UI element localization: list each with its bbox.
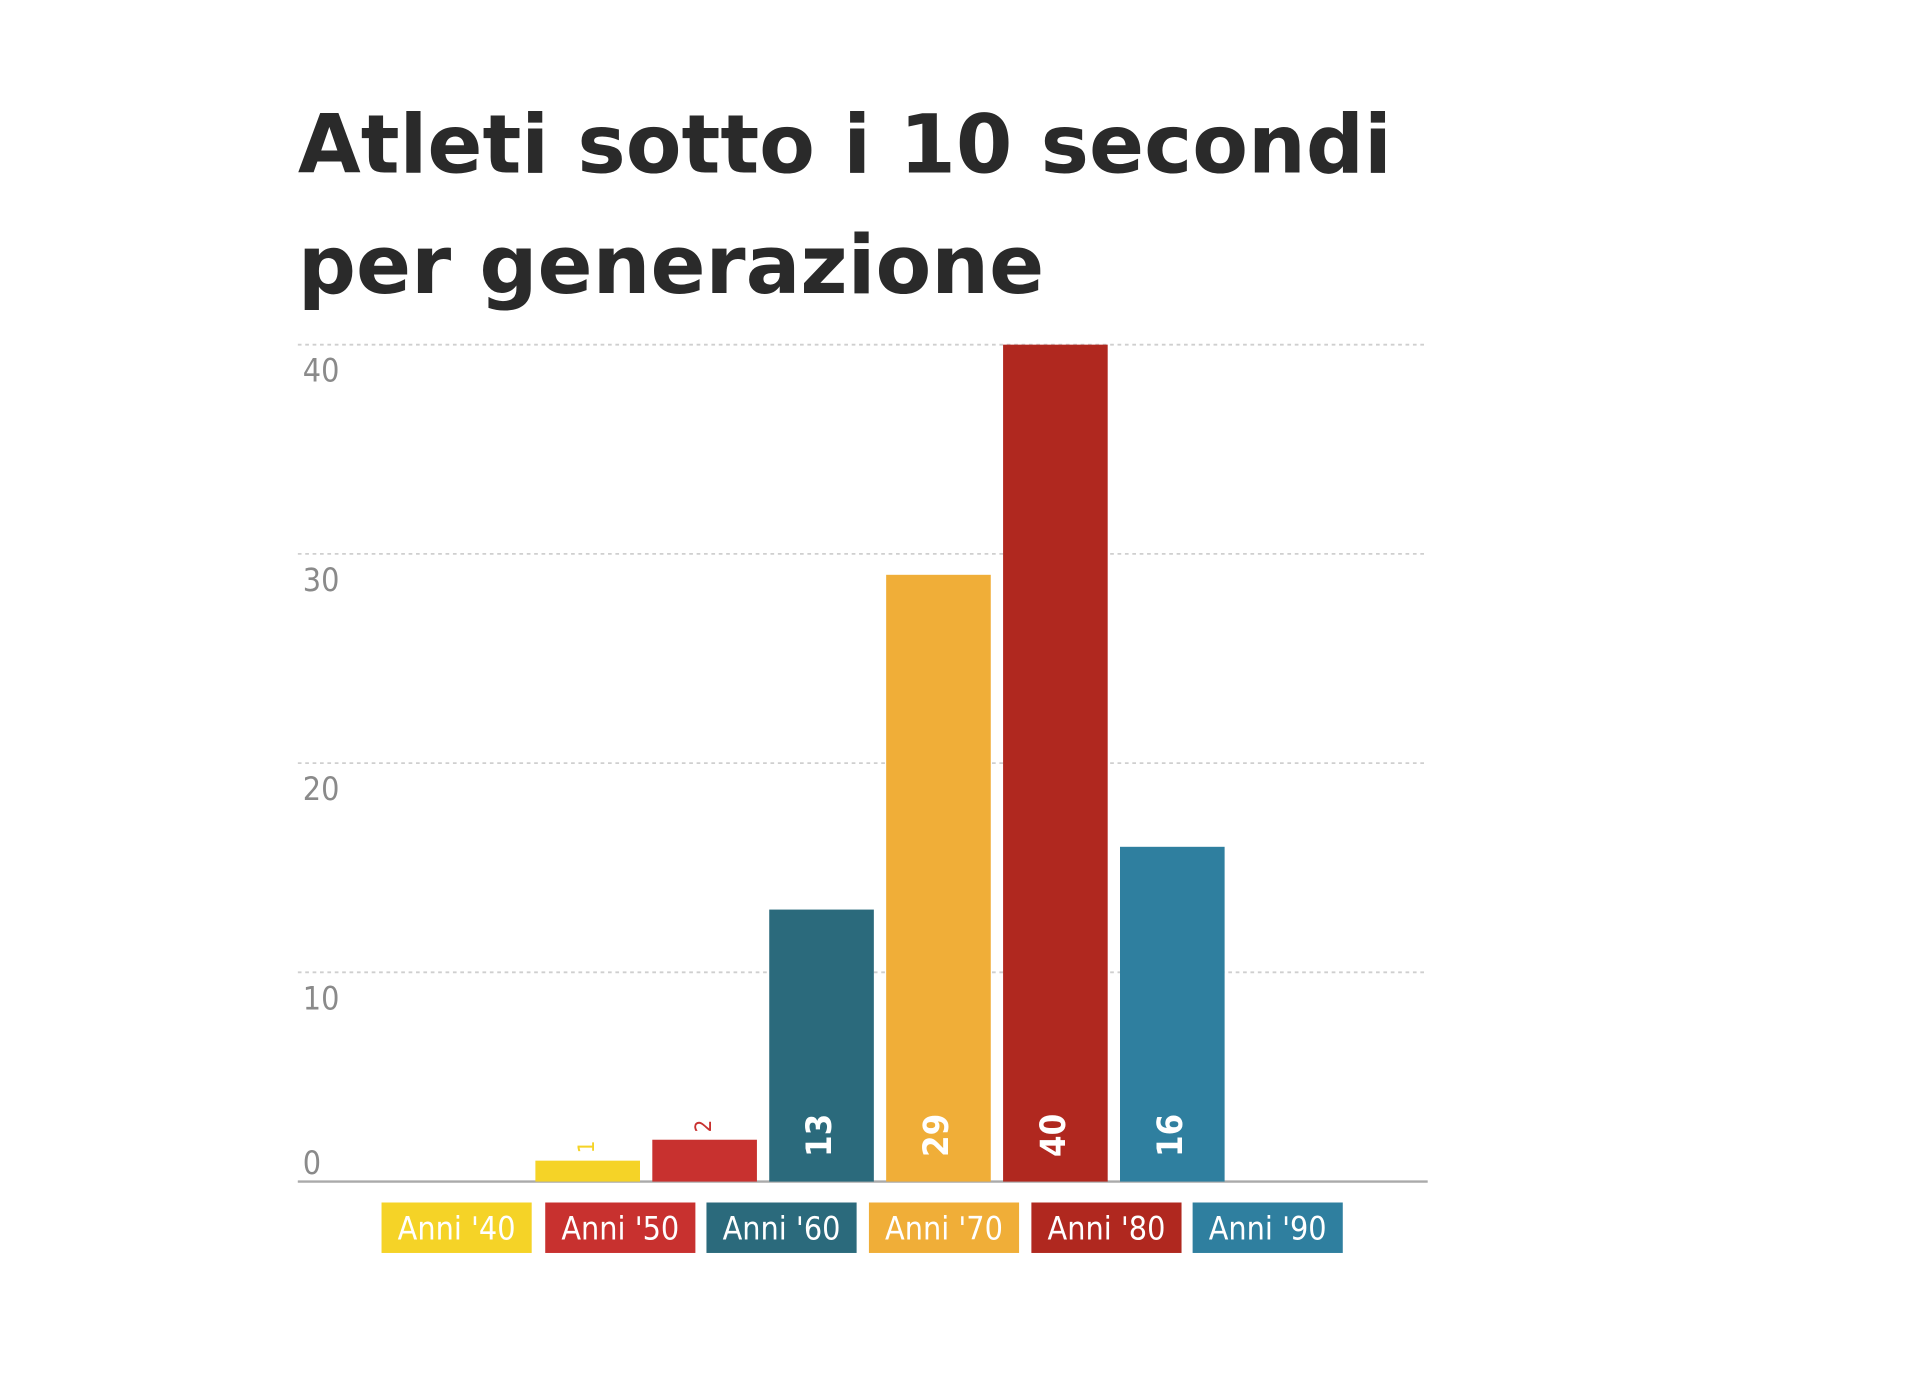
legend-swatch [868, 1202, 1020, 1253]
bar [886, 574, 991, 1182]
legend-swatch [706, 1202, 857, 1253]
legend-label: Anni '80 [1048, 1209, 1166, 1247]
value-label: 40 [1034, 1114, 1074, 1157]
legend-label: Anni '70 [885, 1209, 1003, 1247]
legend-label: Anni '60 [723, 1209, 841, 1247]
legend-label: Anni '90 [1209, 1209, 1327, 1247]
bar [769, 909, 874, 1182]
y-tick-label: 40 [303, 352, 340, 390]
legend-swatch [545, 1202, 696, 1253]
value-label: 29 [917, 1114, 957, 1157]
y-tick-label: 10 [303, 979, 340, 1017]
value-label: 16 [1151, 1114, 1191, 1157]
y-tick-label: 20 [303, 770, 340, 808]
y-tick-label: 30 [303, 561, 340, 599]
bar [1120, 846, 1225, 1182]
value-label: 1 [574, 1141, 600, 1154]
value-label: 13 [800, 1114, 840, 1157]
bar [652, 1139, 757, 1182]
bar [1003, 344, 1108, 1182]
bar [535, 1160, 640, 1182]
chart-title: per generazione [298, 219, 1044, 313]
value-label: 2 [691, 1120, 717, 1133]
chart-title: Atleti sotto i 10 secondi [298, 98, 1392, 192]
legend-swatch [1031, 1202, 1182, 1253]
legend-label: Anni '50 [561, 1209, 679, 1247]
y-tick-label: 0 [303, 1144, 321, 1182]
legend-label: Anni '40 [398, 1209, 516, 1247]
legend-swatch [1192, 1202, 1343, 1253]
legend-swatch [381, 1202, 532, 1253]
